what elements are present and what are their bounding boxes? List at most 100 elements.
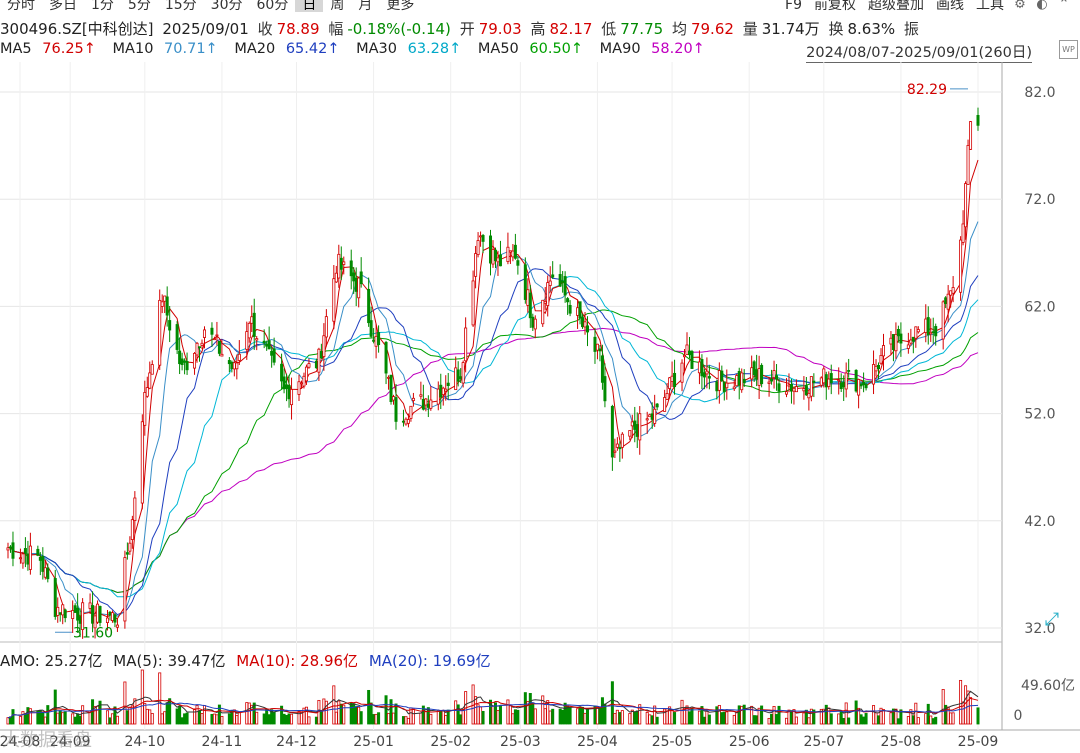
tab-5[interactable]: 30分	[210, 0, 243, 13]
candle-body	[593, 336, 597, 352]
volume-bar	[334, 711, 338, 725]
candle-body	[105, 617, 109, 623]
candle-body	[115, 624, 119, 628]
candle-body	[252, 312, 256, 337]
vol-ma10-line	[7, 697, 979, 719]
candle-body	[615, 443, 619, 448]
candle-body	[633, 420, 637, 430]
candle-body	[558, 274, 562, 287]
max-label: 82.29	[907, 82, 947, 98]
settings-icon[interactable]: ⚙	[1014, 0, 1026, 12]
tool-2[interactable]: 超级叠加	[868, 0, 924, 13]
candle-body	[406, 419, 410, 424]
candle-body	[456, 369, 460, 382]
candle-body	[645, 418, 649, 421]
candle-body	[287, 384, 291, 400]
candle-body	[755, 369, 759, 380]
candle-body	[235, 362, 239, 370]
amo-value: AMO: 25.27亿	[0, 652, 103, 670]
y-tick-0: 82.0	[1024, 85, 1055, 101]
tool-4[interactable]: 工具	[976, 0, 1004, 13]
volume-bar	[272, 711, 276, 725]
candle-body	[789, 383, 793, 392]
candle-body	[896, 328, 900, 337]
tab-2[interactable]: 1分	[91, 0, 114, 13]
candle-body	[21, 553, 25, 564]
volume-bar	[479, 706, 483, 725]
candle-body	[125, 552, 129, 555]
vol-ma20-line	[7, 702, 979, 719]
tab-4[interactable]: 15分	[164, 0, 197, 13]
volume-bar	[255, 711, 259, 725]
volume-bar	[6, 717, 10, 725]
candle-body	[566, 298, 570, 303]
wp-icon[interactable]: WP	[1059, 40, 1078, 59]
candle-body	[598, 348, 602, 352]
volume-bar	[770, 713, 774, 725]
candle-body	[349, 260, 353, 277]
volume-bar	[411, 708, 415, 725]
tab-0[interactable]: 分时	[7, 0, 35, 13]
candle-body	[424, 398, 428, 406]
volume-bar	[752, 715, 756, 725]
volume-bar	[705, 710, 709, 725]
volume-bar	[143, 703, 147, 725]
candle-body	[874, 365, 878, 372]
x-tick-11: 25-07	[803, 734, 844, 750]
candle-body	[822, 368, 826, 384]
volume-bar	[372, 714, 376, 725]
tab-7[interactable]: 日	[295, 0, 324, 12]
candle-body	[270, 350, 274, 356]
candle-body	[384, 341, 388, 374]
candle-body	[73, 605, 77, 613]
candle-body	[18, 557, 22, 560]
x-tick-3: 24-11	[202, 734, 243, 750]
tool-0[interactable]: F9	[785, 0, 802, 13]
candle-body	[740, 372, 744, 391]
candle-body	[96, 603, 100, 623]
candle-body	[600, 355, 604, 383]
volume-bar	[133, 698, 137, 725]
volume-bar	[807, 717, 811, 725]
volume-bar	[28, 708, 32, 725]
ma10-legend: MA10 70.71↑	[113, 41, 224, 57]
date-range-selector[interactable]: 2024/08/07-2025/09/01(260日)	[806, 41, 1032, 63]
volume-bar	[215, 714, 219, 725]
volume-bar	[508, 705, 512, 725]
bell-icon[interactable]: ◐	[1036, 0, 1048, 12]
volume-bar	[944, 704, 948, 725]
expand-icon[interactable]: ⤢	[1045, 609, 1060, 630]
tab-1[interactable]: 多日	[49, 0, 77, 13]
tab-6[interactable]: 60分	[256, 0, 289, 13]
high-value: 82.17	[549, 20, 593, 38]
candle-body	[859, 383, 863, 387]
candle-body	[613, 450, 617, 453]
ma10-name: MA10	[112, 41, 154, 57]
tool-1[interactable]: 前复权	[814, 0, 856, 13]
candle-body	[951, 287, 955, 294]
candle-body	[750, 367, 754, 380]
volume-bar	[424, 711, 428, 725]
volume-bar	[864, 713, 868, 725]
candle-body	[237, 353, 241, 361]
candle-body	[426, 403, 430, 408]
tab-3[interactable]: 5分	[127, 0, 151, 13]
candle-body	[966, 145, 970, 185]
candle-body	[392, 396, 396, 401]
y-tick-1: 72.0	[1024, 192, 1055, 208]
tab-8[interactable]: 周	[330, 0, 345, 13]
tab-10[interactable]: 更多	[386, 0, 415, 13]
candle-body	[964, 183, 968, 228]
tab-9[interactable]: 月	[358, 0, 373, 13]
chevron-up-icon[interactable]: ⌃	[1058, 0, 1070, 12]
candle-body	[53, 578, 57, 617]
candle-body	[784, 391, 788, 395]
volume-bar	[374, 713, 378, 725]
volume-bar	[498, 705, 502, 725]
volume-bar	[63, 711, 67, 725]
candle-body	[668, 377, 672, 389]
volume-bar	[96, 705, 100, 725]
tool-3[interactable]: 画线	[936, 0, 964, 13]
candle-body	[548, 280, 552, 286]
